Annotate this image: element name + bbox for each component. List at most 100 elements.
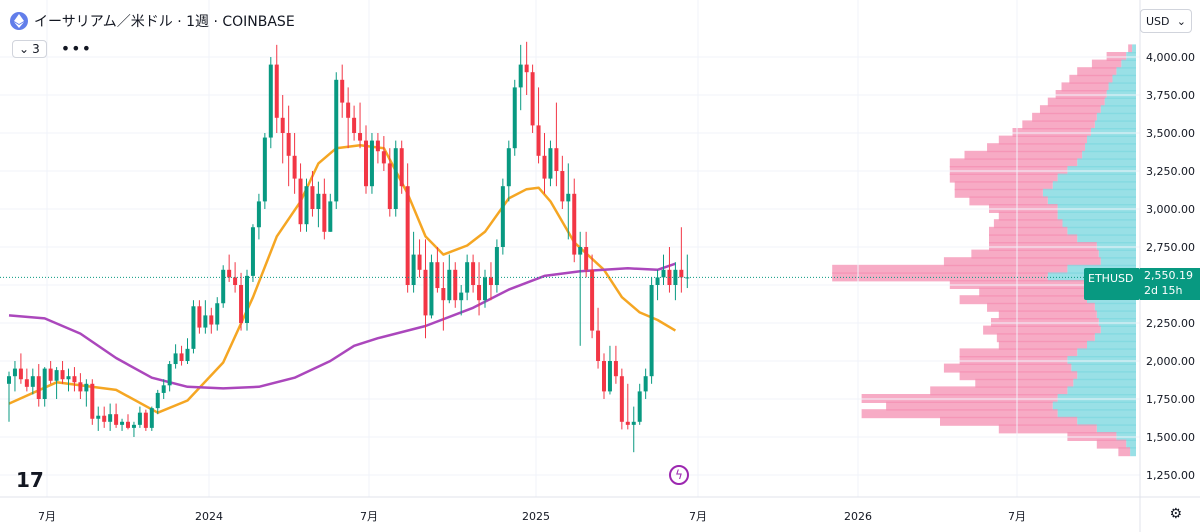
volume-profile-bar-down	[943, 363, 1072, 373]
candle-body	[375, 140, 380, 152]
gear-icon[interactable]: ⚙	[1169, 506, 1182, 522]
candle-body	[12, 368, 17, 377]
volume-profile-bar-down	[886, 401, 1053, 411]
volume-profile-bar-up	[1112, 74, 1136, 84]
candle-body	[203, 315, 208, 328]
candle-body	[286, 133, 291, 156]
volume-profile-bar-up	[1108, 82, 1136, 92]
candle-body	[179, 353, 184, 361]
candle-body	[96, 415, 101, 419]
candle-body	[631, 421, 636, 425]
volume-profile-bar-down	[1077, 67, 1117, 77]
candle-body	[637, 391, 642, 422]
x-tick-label: 2024	[195, 510, 223, 523]
volume-profile-bar-up	[1085, 143, 1136, 153]
volume-profile-bar-up	[1067, 386, 1136, 396]
symbol-price-tag: ETHUSD	[1084, 268, 1140, 300]
volume-profile-bar-up	[1067, 226, 1136, 236]
volume-profile-bar-up	[1087, 135, 1136, 145]
volume-profile-bar-up	[1047, 196, 1136, 206]
candle-body	[78, 382, 83, 392]
y-tick-label: 3,500.00	[1146, 127, 1195, 140]
volume-profile-bar-down	[971, 249, 1099, 259]
candle-body	[108, 414, 113, 422]
chevron-down-icon: ⌄	[1176, 14, 1186, 28]
x-tick-label: 2025	[522, 510, 550, 523]
candle-body	[18, 368, 23, 380]
candle-body	[7, 376, 11, 384]
candle-body	[619, 376, 624, 422]
more-options-icon[interactable]: •••	[60, 39, 93, 58]
candle-body	[572, 193, 577, 255]
last-price-label: 2,550.19 2d 15h	[1140, 268, 1200, 300]
candle-body	[316, 193, 321, 209]
candle-body	[602, 361, 606, 392]
volume-profile-bar-up	[1100, 325, 1136, 335]
volume-profile-bar-down	[943, 257, 1101, 267]
candle-body	[643, 376, 648, 392]
volume-profile-bar-down	[998, 211, 1058, 221]
candle-body	[518, 64, 523, 88]
volume-profile-bar-down	[1069, 74, 1113, 84]
candle-body	[530, 72, 535, 126]
symbol-title[interactable]: イーサリアム／米ドル · 1週 · COINBASE	[34, 14, 295, 30]
volume-profile-bar-down	[861, 409, 1058, 419]
y-tick-label: 3,250.00	[1146, 165, 1195, 178]
currency-selector[interactable]: USD ⌄	[1140, 9, 1192, 33]
volume-profile-bar-down	[1091, 59, 1122, 69]
candle-body	[42, 368, 47, 399]
candle-body	[477, 285, 482, 301]
y-tick-label: 3,000.00	[1146, 203, 1195, 216]
flash-icon[interactable]: ϟ	[669, 465, 689, 485]
volume-profile-bar-up	[1057, 173, 1136, 183]
candle-body	[274, 64, 279, 118]
candle-body	[280, 117, 285, 133]
volume-profile-bar-up	[1094, 120, 1136, 130]
candle-body	[346, 102, 351, 118]
candle-body	[429, 262, 434, 316]
volume-profile-bar-up	[1096, 112, 1136, 122]
candle-body	[137, 412, 142, 425]
candle-body	[560, 171, 565, 202]
candle-body	[488, 277, 493, 285]
candle-body	[381, 151, 386, 164]
volume-profile-bar-down	[954, 181, 1053, 191]
candle-body	[126, 421, 130, 428]
candle-body	[221, 269, 226, 304]
candle-body	[500, 186, 505, 247]
candle-body	[120, 421, 125, 425]
candle-body	[465, 262, 470, 293]
x-tick-label: 7月	[38, 510, 56, 523]
candle-body	[471, 262, 476, 285]
volume-profile-bar-down	[998, 340, 1087, 350]
volume-profile-bar-up	[1082, 150, 1136, 160]
volume-profile-bar-up	[1126, 439, 1136, 449]
volume-profile-bar-down	[1022, 120, 1095, 130]
candle-body	[167, 364, 172, 386]
candle-body	[393, 148, 398, 209]
candle-body	[250, 227, 255, 276]
volume-profile-bar-down	[998, 424, 1097, 434]
ethereum-icon	[10, 12, 28, 30]
volume-profile	[832, 44, 1136, 457]
volume-profile-bar-down	[993, 219, 1063, 229]
volume-profile-bar-up	[1100, 105, 1136, 115]
volume-profile-bar-up	[1130, 447, 1136, 457]
indicators-toggle-button[interactable]: ⌄ 3	[12, 40, 47, 58]
currency-label: USD	[1146, 14, 1170, 28]
candle-body	[607, 361, 612, 392]
candle-body	[358, 133, 363, 141]
y-tick-label: 1,500.00	[1146, 431, 1195, 444]
candle-body	[268, 64, 273, 138]
volume-profile-bar-down	[1032, 112, 1097, 122]
candle-body	[596, 330, 601, 361]
volume-profile-bar-down	[969, 196, 1048, 206]
indicator-count: 3	[32, 42, 40, 56]
candle-body	[24, 379, 29, 387]
candle-body	[114, 414, 119, 425]
volume-profile-bar-down	[959, 295, 1087, 305]
y-tick-label: 2,250.00	[1146, 317, 1195, 330]
bar-countdown: 2d 15h	[1144, 284, 1183, 297]
candle-body	[48, 368, 53, 381]
